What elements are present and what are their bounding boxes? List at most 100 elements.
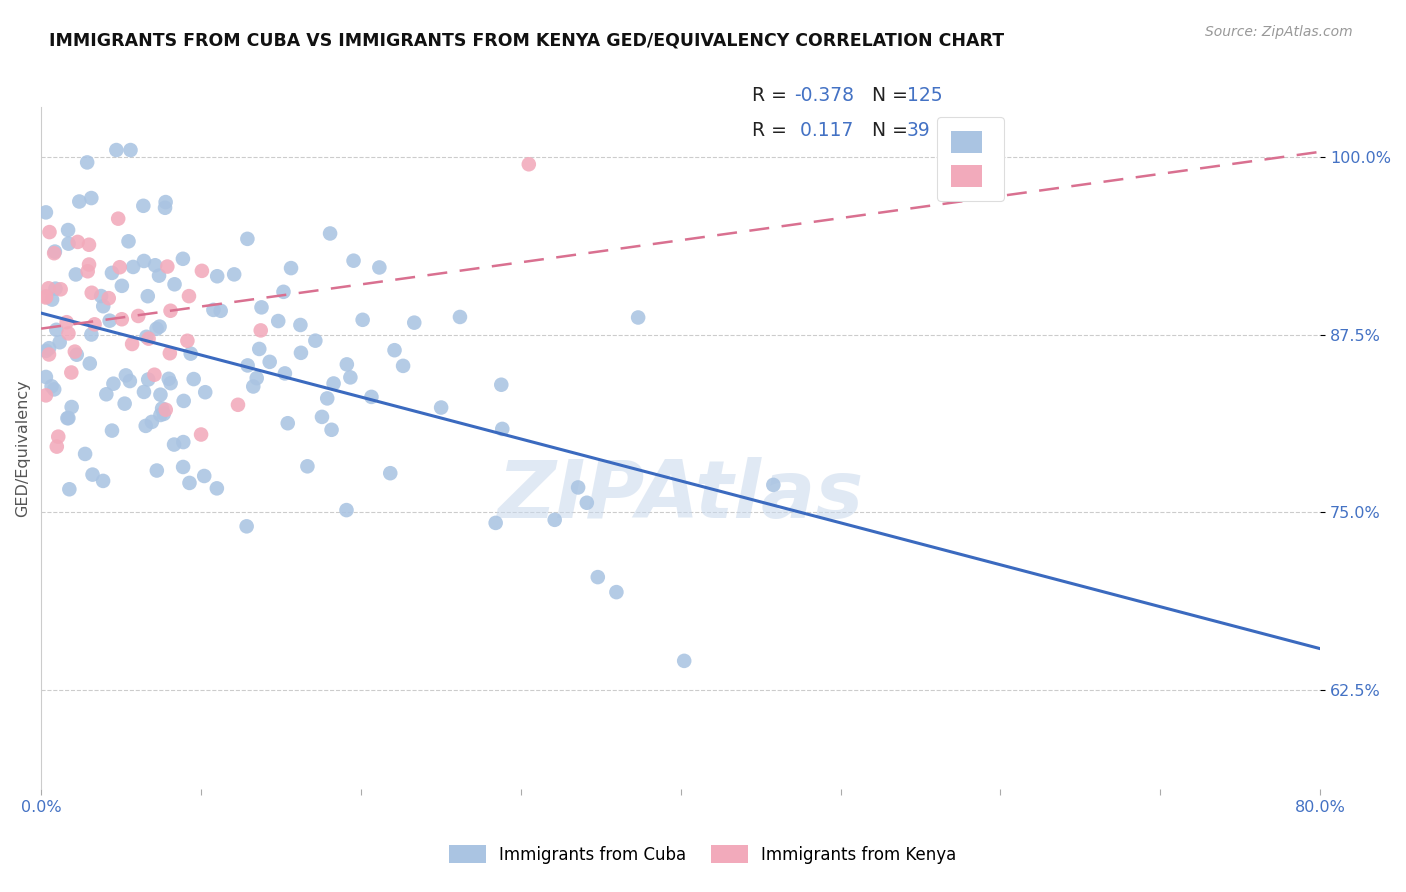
Point — [66, 348, 89, 362]
Point — [58, 482, 80, 496]
Point — [114, 396, 136, 410]
Point — [143, 368, 166, 382]
Point — [249, 323, 271, 337]
Point — [274, 367, 297, 381]
Point — [67, 194, 90, 209]
Point — [224, 268, 246, 282]
Point — [247, 342, 270, 356]
Point — [35, 289, 58, 303]
Point — [45, 440, 67, 454]
Point — [122, 260, 145, 274]
Point — [56, 223, 79, 237]
Point — [80, 191, 103, 205]
Point — [76, 155, 98, 169]
Point — [98, 313, 121, 327]
Point — [80, 285, 103, 300]
Point — [155, 195, 177, 210]
Point — [45, 323, 67, 337]
Point — [193, 469, 215, 483]
Point — [191, 264, 214, 278]
Point — [148, 268, 170, 283]
Point — [107, 211, 129, 226]
Point — [179, 475, 201, 490]
Point — [277, 416, 299, 430]
Point — [267, 314, 290, 328]
Point — [48, 335, 70, 350]
Point — [342, 253, 364, 268]
Point — [58, 326, 80, 341]
Text: ZIPAtlas: ZIPAtlas — [498, 457, 863, 535]
Point — [135, 418, 157, 433]
Text: IMMIGRANTS FROM CUBA VS IMMIGRANTS FROM KENYA GED/EQUIVALENCY CORRELATION CHART: IMMIGRANTS FROM CUBA VS IMMIGRANTS FROM … — [49, 31, 1004, 49]
Text: 39: 39 — [907, 120, 931, 140]
Point — [77, 258, 100, 272]
Point — [63, 344, 86, 359]
Point — [138, 332, 160, 346]
Point — [205, 481, 228, 495]
Point — [91, 474, 114, 488]
Point — [136, 289, 159, 303]
Point — [491, 377, 513, 392]
Point — [430, 401, 453, 415]
Point — [60, 366, 83, 380]
Point — [335, 503, 357, 517]
Point — [194, 385, 217, 400]
Text: R =: R = — [752, 86, 793, 105]
Point — [35, 370, 58, 384]
Point — [65, 268, 87, 282]
Point — [322, 376, 344, 391]
Point — [157, 372, 180, 386]
Text: 0.117: 0.117 — [794, 120, 853, 140]
Point — [101, 424, 124, 438]
Point — [49, 282, 72, 296]
Text: -0.378: -0.378 — [794, 86, 855, 105]
Point — [156, 260, 179, 274]
Point — [146, 463, 169, 477]
Point — [58, 411, 80, 425]
Point — [297, 459, 319, 474]
Point — [605, 585, 627, 599]
Point — [152, 407, 174, 421]
Point — [321, 423, 343, 437]
Point — [517, 157, 540, 171]
Point — [392, 359, 415, 373]
Point — [485, 516, 508, 530]
Point — [242, 379, 264, 393]
Point — [141, 415, 163, 429]
Point — [117, 235, 139, 249]
Point — [41, 293, 63, 307]
Point — [35, 343, 58, 358]
Legend: Immigrants from Cuba, Immigrants from Kenya: Immigrants from Cuba, Immigrants from Ke… — [443, 838, 963, 871]
Point — [143, 258, 166, 272]
Point — [35, 291, 58, 305]
Point — [105, 143, 128, 157]
Point — [163, 277, 186, 292]
Point — [172, 435, 194, 450]
Point — [150, 401, 173, 416]
Point — [44, 383, 66, 397]
Point — [66, 235, 89, 249]
Point — [111, 312, 134, 326]
Point — [250, 301, 273, 315]
Point — [153, 201, 176, 215]
Point — [173, 393, 195, 408]
Point — [44, 246, 66, 260]
Point — [172, 460, 194, 475]
Point — [304, 334, 326, 348]
Text: 125: 125 — [907, 86, 942, 105]
Point — [77, 237, 100, 252]
Point — [177, 289, 200, 303]
Point — [101, 266, 124, 280]
Point — [235, 519, 257, 533]
Point — [136, 372, 159, 386]
Point — [97, 291, 120, 305]
Point — [83, 318, 105, 332]
Point — [80, 327, 103, 342]
Point — [82, 467, 104, 482]
Point — [336, 357, 359, 371]
Point — [96, 387, 118, 401]
Point — [209, 303, 232, 318]
Point — [544, 513, 567, 527]
Point — [586, 570, 609, 584]
Point — [115, 368, 138, 383]
